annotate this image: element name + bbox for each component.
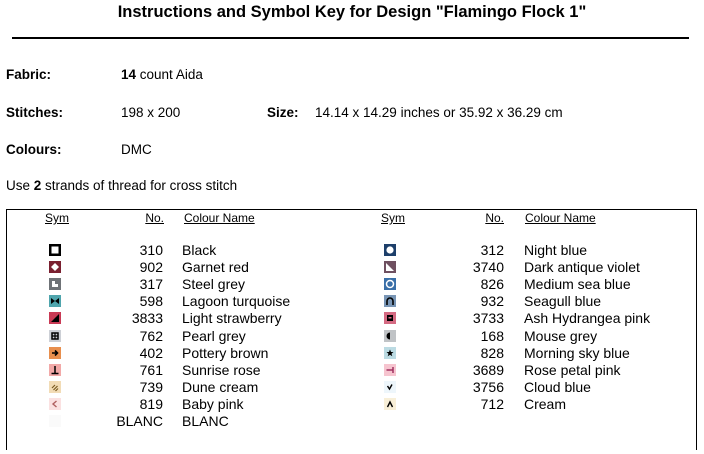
colour-number: 3756 <box>472 378 504 395</box>
title-rule <box>12 37 689 39</box>
colour-number: 3689 <box>472 361 504 378</box>
hatch-icon <box>49 380 61 393</box>
colour-name: Lagoon turquoise <box>182 293 291 310</box>
colour-number: 828 <box>480 344 504 361</box>
diamond-icon <box>49 261 61 274</box>
arch-icon <box>384 295 396 308</box>
stitches-value: 198 x 200 <box>121 105 181 120</box>
strand-count: 2 <box>33 178 42 193</box>
fabric-label: Fabric: <box>6 67 52 82</box>
colour-name: Ash Hydrangea pink <box>524 310 651 327</box>
stitches-label: Stitches: <box>6 105 64 120</box>
colour-name: Sunrise rose <box>182 361 261 378</box>
colour-name: Cloud blue <box>524 378 591 395</box>
symbol-key-table <box>6 209 697 450</box>
colour-name: Cream <box>524 395 567 412</box>
colour-name: Garnet red <box>182 259 249 276</box>
caret-icon <box>384 397 396 410</box>
colour-name: Mouse grey <box>524 327 598 344</box>
colour-name: Pearl grey <box>182 327 246 344</box>
corner-icon <box>49 278 61 291</box>
colour-number: 902 <box>139 259 163 276</box>
triangle-half-icon <box>49 312 61 325</box>
header-no-right: No. <box>485 211 504 225</box>
header-sym-right: Sym <box>381 211 405 225</box>
circle-outline-icon <box>384 278 396 291</box>
colour-number: 312 <box>480 242 504 258</box>
page-title: Instructions and Symbol Key for Design "… <box>117 3 587 21</box>
colour-name: Morning sky blue <box>524 344 630 361</box>
check-icon <box>384 380 396 393</box>
colour-number: 402 <box>139 344 163 361</box>
colour-name: Dark antique violet <box>524 259 640 276</box>
colour-number: 598 <box>139 293 163 310</box>
star-icon <box>384 346 396 359</box>
arrow-right-icon <box>49 346 61 359</box>
fabric-value: 14 count Aida <box>121 67 203 82</box>
colour-number: 3733 <box>472 310 504 327</box>
colour-name: Dune cream <box>182 378 259 395</box>
circle-icon <box>384 244 396 256</box>
colour-name: Medium sea blue <box>524 276 631 293</box>
square-outline-icon <box>49 244 61 256</box>
window-icon <box>384 312 396 325</box>
t-right-icon <box>384 363 396 376</box>
colour-name: Night blue <box>524 242 588 258</box>
colours-label: Colours: <box>6 142 62 157</box>
colour-number: 761 <box>139 361 163 378</box>
colours-value: DMC <box>121 142 152 157</box>
colour-number: 3740 <box>472 259 504 276</box>
colour-name: Steel grey <box>182 276 246 293</box>
colour-name: Rose petal pink <box>524 361 621 378</box>
inverted-t-icon <box>49 363 61 376</box>
triangle-corner-icon <box>384 261 396 274</box>
instruction-post: strands of thread for cross stitch <box>41 178 238 193</box>
colour-name: Baby pink <box>182 395 244 412</box>
header-sym-left: Sym <box>45 211 69 225</box>
fabric-type: count Aida <box>136 67 203 82</box>
chevron-left-icon <box>49 397 61 410</box>
colour-number: 826 <box>480 276 504 293</box>
size-label: Size: <box>267 105 299 120</box>
colour-number: BLANC <box>116 413 163 429</box>
colour-number: 932 <box>480 293 504 310</box>
colour-number: 819 <box>139 395 163 412</box>
colour-number: 712 <box>480 395 504 412</box>
colour-name: Black <box>182 242 217 258</box>
instruction-pre: Use <box>6 178 34 193</box>
blank-icon <box>49 415 61 427</box>
header-name-left: Colour Name <box>184 211 255 225</box>
header-name-right: Colour Name <box>525 211 596 225</box>
colour-number: 739 <box>139 378 163 395</box>
colour-number: 762 <box>139 327 163 344</box>
colour-name: BLANC <box>182 413 229 429</box>
colour-name: Pottery brown <box>182 344 269 361</box>
size-value: 14.14 x 14.29 inches or 35.92 x 36.29 cm <box>315 105 563 120</box>
fabric-count: 14 <box>121 67 137 82</box>
header-no-left: No. <box>145 211 164 225</box>
colour-name: Light strawberry <box>182 310 282 327</box>
bowtie-icon <box>49 295 61 308</box>
colour-number: 3833 <box>131 310 163 327</box>
half-circle-icon <box>384 329 396 342</box>
instruction-text: Use 2 strands of thread for cross stitch <box>6 178 237 193</box>
cross-box-icon <box>49 329 61 342</box>
colour-name: Seagull blue <box>524 293 602 310</box>
colour-number: 310 <box>139 242 163 258</box>
colour-number: 168 <box>480 327 504 344</box>
colour-number: 317 <box>139 276 163 293</box>
